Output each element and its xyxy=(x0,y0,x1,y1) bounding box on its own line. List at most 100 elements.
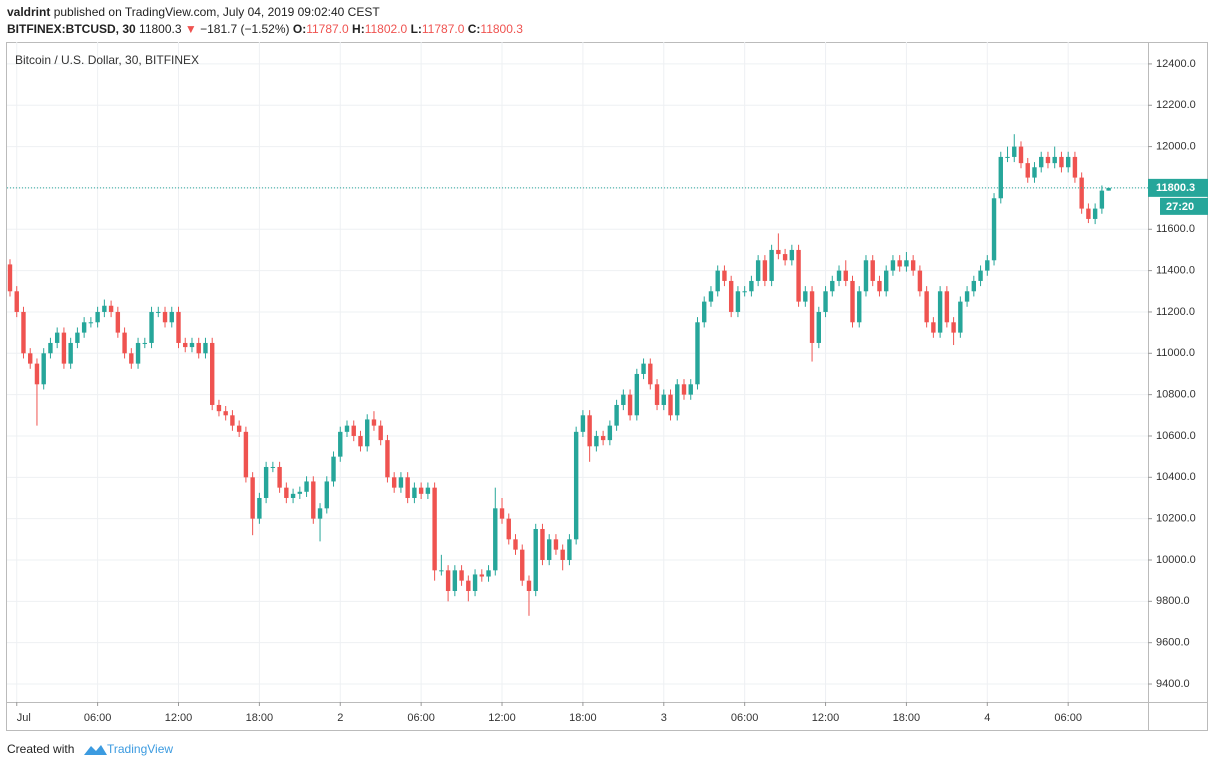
candle-body xyxy=(1005,156,1010,158)
h-key: H: xyxy=(352,22,365,36)
candle-body xyxy=(405,477,410,498)
candle-body xyxy=(809,291,815,343)
candle-body xyxy=(439,570,444,572)
c-key: C: xyxy=(467,22,481,36)
candle-body xyxy=(142,342,147,344)
candle-body xyxy=(843,270,848,281)
candle-body xyxy=(917,270,923,292)
candle-body xyxy=(378,425,383,441)
candle-body xyxy=(944,291,950,323)
candle-body xyxy=(317,508,323,519)
candle-body xyxy=(1099,190,1105,209)
x-tick-label: 12:00 xyxy=(812,712,840,724)
y-tick-label: 12200.0 xyxy=(1156,99,1196,111)
candle-body xyxy=(985,260,990,271)
candle-body xyxy=(418,487,424,494)
candle-body xyxy=(385,440,390,478)
candle-body xyxy=(890,260,896,271)
candle-body xyxy=(836,270,842,281)
x-tick-label: 3 xyxy=(661,712,667,724)
candle-body xyxy=(324,481,329,509)
candle-body xyxy=(75,332,80,343)
candle-body xyxy=(823,291,828,312)
candle-body xyxy=(48,342,53,354)
candle-body xyxy=(162,311,168,323)
candle-body xyxy=(560,549,565,560)
candle-body xyxy=(1065,156,1071,168)
candle-body xyxy=(493,508,498,571)
candle-body xyxy=(156,311,161,313)
publish-line: valdrint published on TradingView.com, J… xyxy=(7,5,380,19)
y-tick-label: 10400.0 xyxy=(1156,471,1196,483)
candle-body xyxy=(304,481,309,492)
y-tick-label: 10600.0 xyxy=(1156,430,1196,442)
h-val: 11802.0 xyxy=(364,22,408,36)
candle-body xyxy=(176,311,181,343)
last-price-box xyxy=(1148,178,1208,197)
candle-body xyxy=(648,363,653,385)
candle-body xyxy=(277,466,282,488)
candle-body xyxy=(803,291,808,302)
candle-body xyxy=(1072,156,1078,178)
candle-body xyxy=(627,394,633,416)
candle-body xyxy=(998,156,1003,199)
candle-body xyxy=(250,477,255,519)
candle-body xyxy=(459,570,464,581)
candle-body xyxy=(122,332,127,354)
candle-body xyxy=(1039,156,1044,168)
candle-body xyxy=(196,342,201,354)
x-tick-label: 12:00 xyxy=(488,712,516,724)
candle-body xyxy=(479,574,484,577)
symbol: BITFINEX:BTCUSD, 30 xyxy=(7,22,136,36)
candles xyxy=(7,134,1111,616)
y-tick-label: 10200.0 xyxy=(1156,513,1196,525)
x-tick-label: 2 xyxy=(337,712,343,724)
candle-body xyxy=(169,311,174,323)
l-key: L: xyxy=(410,22,422,36)
candle-body xyxy=(1092,208,1098,219)
x-tick-label: 06:00 xyxy=(731,712,759,724)
candle-body xyxy=(1032,167,1037,178)
candle-body xyxy=(391,477,397,488)
candle-body xyxy=(223,411,228,416)
arrow: ▼ xyxy=(184,22,197,36)
candle-body xyxy=(897,260,902,267)
footer-brand: TradingView xyxy=(107,742,173,756)
y-tick-label: 12400.0 xyxy=(1156,58,1196,70)
candle-body xyxy=(547,539,552,560)
candle-body xyxy=(830,280,835,292)
candle-body xyxy=(621,394,626,405)
candle-body xyxy=(971,280,977,292)
candle-body xyxy=(600,435,606,441)
candle-body xyxy=(863,260,869,292)
candle-body xyxy=(358,435,363,447)
candle-body xyxy=(587,415,592,447)
c-val: 11800.3 xyxy=(480,22,523,36)
candle-body xyxy=(466,580,471,592)
candle-body xyxy=(1025,163,1030,178)
candle-body xyxy=(54,332,60,343)
candle-body xyxy=(1086,208,1091,219)
candle-body xyxy=(1045,156,1051,164)
candle-body xyxy=(735,291,741,312)
candle-body xyxy=(81,322,87,333)
candle-body xyxy=(486,570,491,577)
candle-body xyxy=(61,332,67,364)
candle-body xyxy=(816,311,821,343)
candle-body xyxy=(931,322,936,333)
candle-body xyxy=(290,493,296,498)
candle-body xyxy=(641,363,646,374)
x-tick-label: 18:00 xyxy=(569,712,597,724)
tv-logo xyxy=(84,745,107,755)
candle-body xyxy=(311,481,316,519)
y-tick-label: 10800.0 xyxy=(1156,389,1196,401)
candle-body xyxy=(796,249,801,302)
candle-body xyxy=(1012,146,1017,157)
candle-body xyxy=(432,487,437,571)
candle-body xyxy=(526,580,532,592)
last: 11800.3 xyxy=(139,22,182,36)
candle-body xyxy=(668,394,673,416)
candle-body xyxy=(769,249,774,281)
candle-body xyxy=(661,394,666,405)
